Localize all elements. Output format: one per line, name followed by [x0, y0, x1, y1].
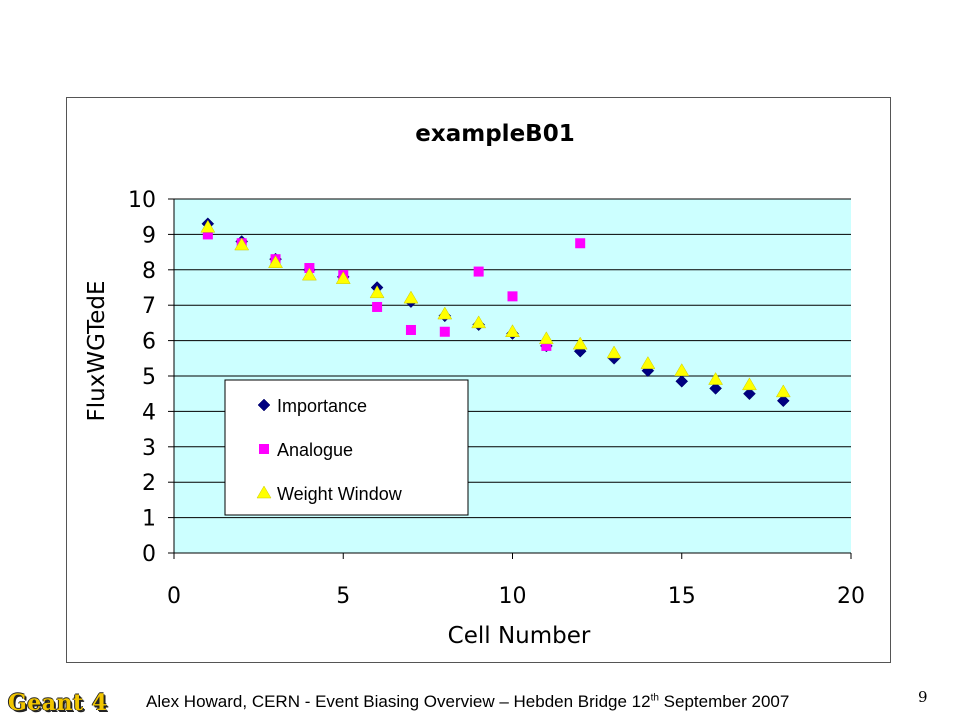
point-importance-16	[709, 382, 722, 395]
geant4-logo: Geant 4	[8, 690, 108, 716]
point-weight-window-13	[606, 345, 622, 359]
point-weight-window-2	[234, 237, 250, 251]
page-number: 9	[918, 688, 928, 706]
point-weight-window-16	[708, 372, 724, 385]
point-importance-15	[675, 374, 689, 388]
y-tick-label-3: 3	[142, 436, 156, 461]
point-analogue-6	[372, 301, 383, 312]
x-tick-label-15: 15	[668, 584, 696, 609]
point-importance-18	[776, 394, 790, 408]
point-weight-window-18	[775, 384, 791, 398]
point-analogue-1	[202, 229, 213, 240]
legend-marker-weight-window	[256, 485, 272, 499]
point-weight-window-8	[437, 306, 453, 320]
point-weight-window-1	[200, 219, 216, 233]
point-analogue-11	[541, 340, 552, 351]
point-importance-17	[743, 387, 756, 401]
legend-marker-analogue	[259, 444, 269, 454]
legend-label-importance: Importance	[277, 396, 367, 416]
y-tick-label-8: 8	[142, 259, 156, 284]
x-tick-label-5: 5	[336, 584, 350, 609]
chart-frame: 0 1 2 3 4 5 6 7 8 9 10 0 5 10 15 20 exampleB01 Cell Numbe…	[66, 97, 891, 663]
point-weight-window-5	[335, 271, 351, 284]
chart-title: exampleB01	[415, 121, 574, 147]
point-weight-window-12	[572, 336, 588, 350]
point-analogue-12	[575, 238, 586, 249]
point-analogue-9	[473, 266, 484, 277]
y-tick-label-2: 2	[142, 471, 156, 496]
footer-caption-tail: September 2007	[658, 692, 790, 711]
point-weight-window-7	[403, 290, 419, 304]
y-axis-label: FluxWGTedE	[84, 281, 110, 422]
point-analogue-8	[439, 326, 450, 337]
legend-label-analogue: Analogue	[277, 440, 353, 460]
point-weight-window-6	[369, 285, 385, 299]
point-weight-window-4	[301, 267, 317, 281]
point-analogue-7	[405, 324, 416, 335]
y-tick-label-9: 9	[142, 223, 156, 248]
y-tick-label-7: 7	[142, 294, 156, 319]
y-tick-label-10: 10	[128, 188, 156, 213]
legend-marker-importance	[257, 398, 271, 412]
y-tick-label-0: 0	[142, 542, 156, 567]
point-weight-window-14	[640, 356, 656, 369]
x-tick-label-10: 10	[499, 584, 527, 609]
x-axis-label: Cell Number	[448, 623, 591, 649]
point-weight-window-3	[268, 255, 283, 268]
point-analogue-10	[507, 291, 518, 302]
point-weight-window-17	[742, 377, 757, 391]
footer-caption: Alex Howard, CERN - Event Biasing Overvi…	[146, 692, 789, 712]
point-weight-window-11	[538, 331, 554, 345]
point-weight-window-9	[471, 315, 487, 329]
point-weight-window-15	[674, 363, 690, 376]
y-tick-label-6: 6	[142, 330, 156, 355]
legend-label-weight-window: Weight Window	[277, 484, 403, 504]
x-tick-label-20: 20	[837, 584, 865, 609]
y-tick-label-4: 4	[142, 400, 156, 425]
scatter-chart: 0 1 2 3 4 5 6 7 8 9 10 0 5 10 15 20 exampleB01 Cell Numbe…	[84, 121, 865, 649]
point-weight-window-10	[505, 324, 520, 337]
y-tick-label-1: 1	[142, 507, 156, 532]
footer-caption-main: Alex Howard, CERN - Event Biasing Overvi…	[146, 692, 651, 711]
footer-caption-sup: th	[650, 692, 659, 704]
y-tick-label-5: 5	[142, 365, 156, 390]
x-tick-label-0: 0	[167, 584, 181, 609]
